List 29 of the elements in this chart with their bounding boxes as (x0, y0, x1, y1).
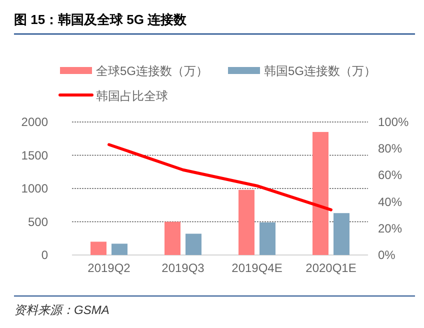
x-tick-label: 2019Q4E (232, 261, 282, 275)
bar (186, 234, 202, 255)
y2-tick-label: 80% (378, 142, 402, 156)
bar (260, 222, 276, 255)
y2-tick-label: 100% (378, 115, 410, 129)
x-tick-label: 2020Q1E (306, 261, 356, 275)
y-tick-label: 500 (28, 214, 48, 229)
x-tick-label: 2019Q2 (88, 261, 131, 275)
bar (312, 132, 328, 255)
line-series (108, 143, 332, 212)
y2-tick-label: 20% (378, 221, 402, 236)
bar (334, 213, 350, 255)
y-tick-label: 1000 (21, 182, 48, 196)
bar (238, 190, 254, 255)
y-tick-label: 0 (41, 248, 48, 262)
y2-tick-label: 0% (378, 248, 396, 262)
bar (164, 222, 180, 255)
chart-title: 图 15：韩国及全球 5G 连接数 (14, 12, 188, 27)
bar (112, 244, 128, 255)
bar (90, 242, 106, 255)
text: 资料来源：GSMA (14, 303, 110, 317)
y-tick-label: 2000 (21, 115, 48, 129)
x-tick-label: 2019Q3 (162, 261, 205, 275)
y2-tick-label: 60% (378, 168, 402, 182)
legend-label: 韩国5G连接数（万） (264, 64, 376, 78)
legend-label: 韩国占比全球 (96, 89, 168, 103)
legend-label: 全球5G连接数（万） (96, 64, 208, 78)
y-tick-label: 1500 (21, 148, 48, 162)
y2-tick-label: 40% (378, 194, 402, 209)
